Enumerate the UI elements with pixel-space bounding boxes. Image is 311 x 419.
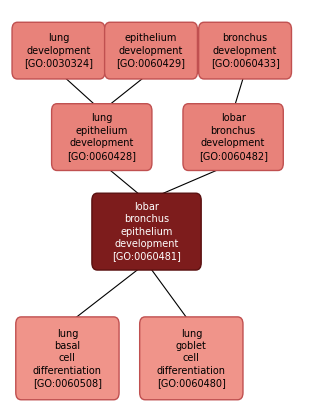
FancyBboxPatch shape (140, 317, 243, 400)
FancyBboxPatch shape (52, 104, 152, 171)
Text: bronchus
development
[GO:0060433]: bronchus development [GO:0060433] (211, 33, 280, 68)
FancyBboxPatch shape (16, 317, 119, 400)
FancyBboxPatch shape (199, 22, 291, 79)
FancyBboxPatch shape (183, 104, 283, 171)
FancyBboxPatch shape (104, 22, 197, 79)
Text: lung
development
[GO:0030324]: lung development [GO:0030324] (24, 33, 93, 68)
Text: lobar
bronchus
epithelium
development
[GO:0060481]: lobar bronchus epithelium development [G… (112, 202, 181, 261)
FancyBboxPatch shape (12, 22, 105, 79)
FancyBboxPatch shape (92, 193, 201, 270)
Text: lung
basal
cell
differentiation
[GO:0060508]: lung basal cell differentiation [GO:0060… (33, 328, 102, 388)
Text: lung
epithelium
development
[GO:0060428]: lung epithelium development [GO:0060428] (67, 114, 136, 161)
Text: lobar
bronchus
development
[GO:0060482]: lobar bronchus development [GO:0060482] (199, 114, 268, 161)
Text: lung
goblet
cell
differentiation
[GO:0060480]: lung goblet cell differentiation [GO:006… (157, 328, 226, 388)
Text: epithelium
development
[GO:0060429]: epithelium development [GO:0060429] (117, 33, 186, 68)
